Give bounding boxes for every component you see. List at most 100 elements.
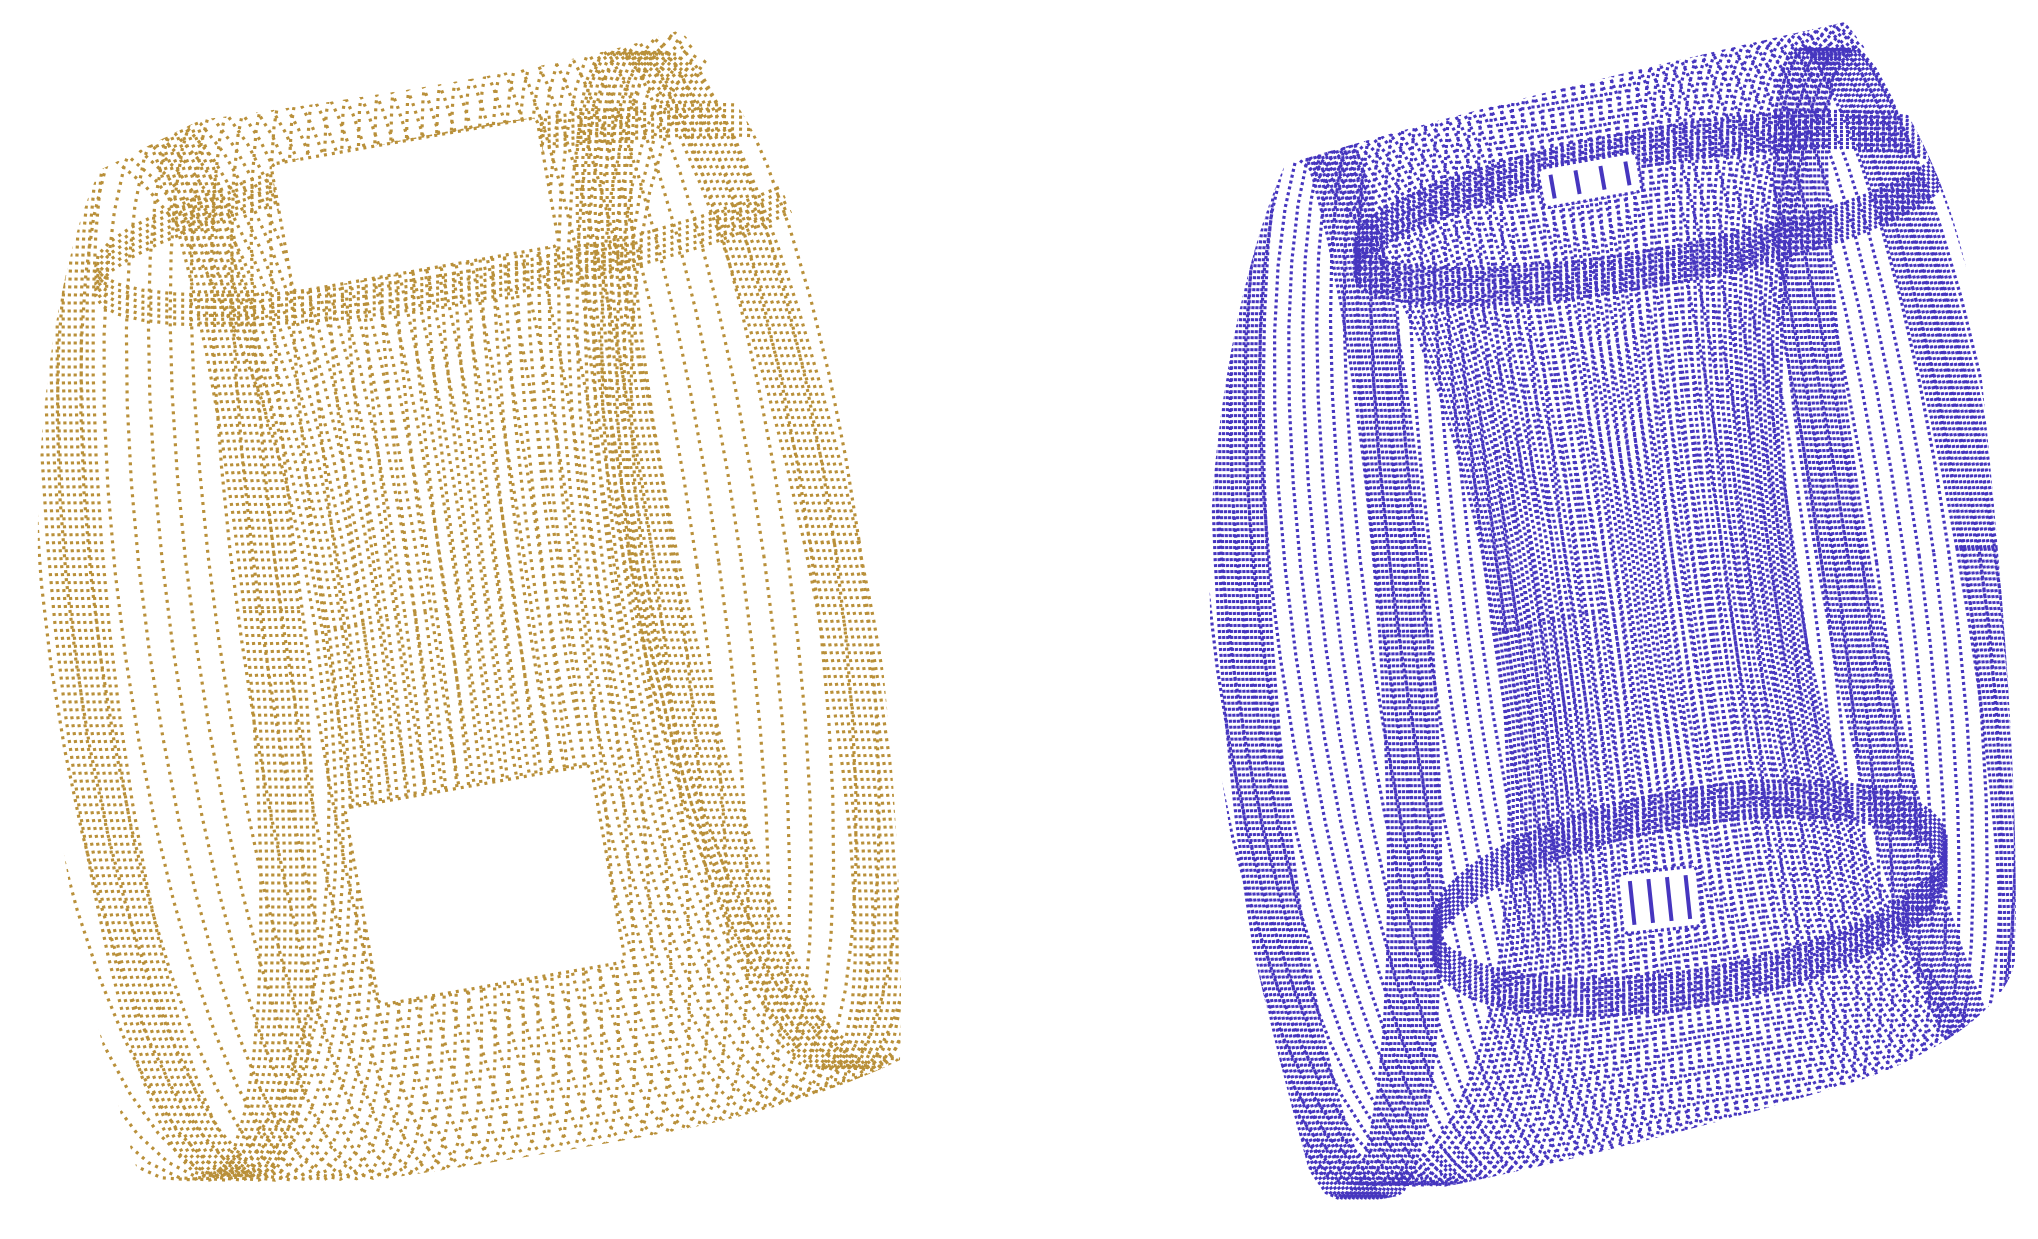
edge-band	[55, 61, 281, 1179]
edge-band	[1812, 46, 2016, 1074]
ring-arc	[37, 133, 338, 1182]
edge-band	[605, 49, 887, 1071]
edge-band	[1352, 133, 1947, 295]
ring-arc	[356, 42, 556, 1166]
ring-arc	[607, 30, 901, 1078]
ring-arc	[1685, 22, 1935, 1127]
ring-arc	[476, 30, 692, 1141]
edge-band	[1352, 141, 1947, 303]
ring-arc	[622, 30, 901, 1067]
ring-arc	[1498, 42, 1702, 1174]
ring-arc	[1209, 129, 1515, 1187]
hole-2	[1616, 864, 1704, 936]
ring-arc	[575, 30, 881, 1099]
edge-band	[1261, 79, 1443, 1201]
ring-arc	[1588, 26, 1792, 1158]
ring-arc	[434, 30, 638, 1151]
edge-band	[1352, 113, 1947, 275]
edge-band	[1253, 79, 1435, 1201]
edge-band	[593, 49, 875, 1071]
ring-arc	[1381, 67, 1619, 1184]
edge-band	[1241, 79, 1423, 1201]
ring-arc	[168, 81, 424, 1180]
ring-arc	[1287, 88, 1573, 1186]
edge-band	[43, 61, 269, 1179]
ring-arc	[1530, 36, 1730, 1169]
ring-arc	[1519, 38, 1721, 1171]
edge-band	[94, 102, 846, 298]
ring-arc	[268, 59, 484, 1175]
edge-band	[94, 132, 846, 328]
ring-arc	[629, 30, 901, 1062]
edge-band	[1352, 129, 1947, 291]
edge-band	[575, 49, 857, 1071]
ring-arc	[1711, 22, 1989, 1115]
edge-band	[1816, 46, 2016, 1074]
ring-arc	[404, 34, 604, 1158]
edge-band	[73, 61, 299, 1179]
edge-band	[1432, 814, 1948, 1018]
edge-band	[1352, 125, 1947, 287]
ring-arc	[1579, 28, 1781, 1160]
ring-arc	[1465, 48, 1675, 1178]
edge-band	[599, 49, 881, 1071]
edge-band	[629, 49, 901, 1071]
ring-arc	[1477, 46, 1683, 1176]
ring-arc	[1258, 95, 1562, 1187]
ring-arc	[79, 101, 385, 1182]
hole-bar	[1646, 878, 1656, 924]
ring-arc	[388, 37, 588, 1161]
ring-arc	[210, 72, 446, 1179]
ring-arc	[1649, 22, 1871, 1141]
ring-arc	[1540, 34, 1740, 1168]
edge-band	[1820, 46, 2016, 1074]
hole-bar	[1627, 880, 1637, 926]
ring-arc	[1355, 73, 1605, 1185]
ring-arc	[124, 91, 404, 1181]
hole-bar	[1683, 874, 1693, 920]
ring-arc	[1632, 22, 1848, 1147]
edge-band	[1352, 145, 1947, 307]
ring-arc	[1442, 53, 1658, 1180]
edge-band	[1225, 79, 1407, 1201]
edge-band	[67, 61, 293, 1179]
edge-band	[1213, 79, 1395, 1201]
ring-arc	[1656, 22, 1884, 1139]
hole-1	[270, 116, 560, 294]
edge-band	[1237, 79, 1419, 1201]
ring-arc	[1342, 76, 1598, 1185]
hole-bar	[1548, 174, 1557, 199]
hole-1	[1536, 150, 1644, 210]
edge-band	[94, 114, 846, 310]
ring-arc	[525, 30, 771, 1124]
ring-arc	[1569, 29, 1771, 1162]
ring-arc	[1779, 22, 2016, 1067]
left-point-cloud	[37, 30, 901, 1182]
edge-band	[94, 126, 846, 322]
edge-band	[85, 61, 311, 1179]
ring-arc	[146, 86, 414, 1181]
edge-band	[1796, 46, 2016, 1074]
ring-arc	[1209, 115, 1533, 1187]
ring-arc	[1488, 44, 1692, 1175]
ring-arc	[37, 111, 369, 1182]
edge-band	[1217, 79, 1399, 1201]
edge-band	[581, 49, 863, 1071]
edge-band	[1352, 117, 1947, 279]
ring-arc	[1431, 56, 1649, 1181]
edge-band	[1229, 79, 1411, 1201]
edge-band	[1249, 79, 1431, 1201]
ring-arc	[1315, 82, 1585, 1186]
hole-bar	[1623, 161, 1632, 186]
edge-band	[1352, 121, 1947, 283]
edge-band	[611, 49, 893, 1071]
ring-arc	[1752, 22, 2016, 1088]
ring-arc	[1733, 22, 2016, 1102]
edge-band	[94, 108, 846, 304]
ring-arc	[1272, 92, 1568, 1187]
ring-arc	[536, 30, 792, 1119]
ring-arc	[1762, 22, 2016, 1081]
ring-arc	[1509, 40, 1711, 1172]
ring-arc	[1369, 70, 1611, 1184]
